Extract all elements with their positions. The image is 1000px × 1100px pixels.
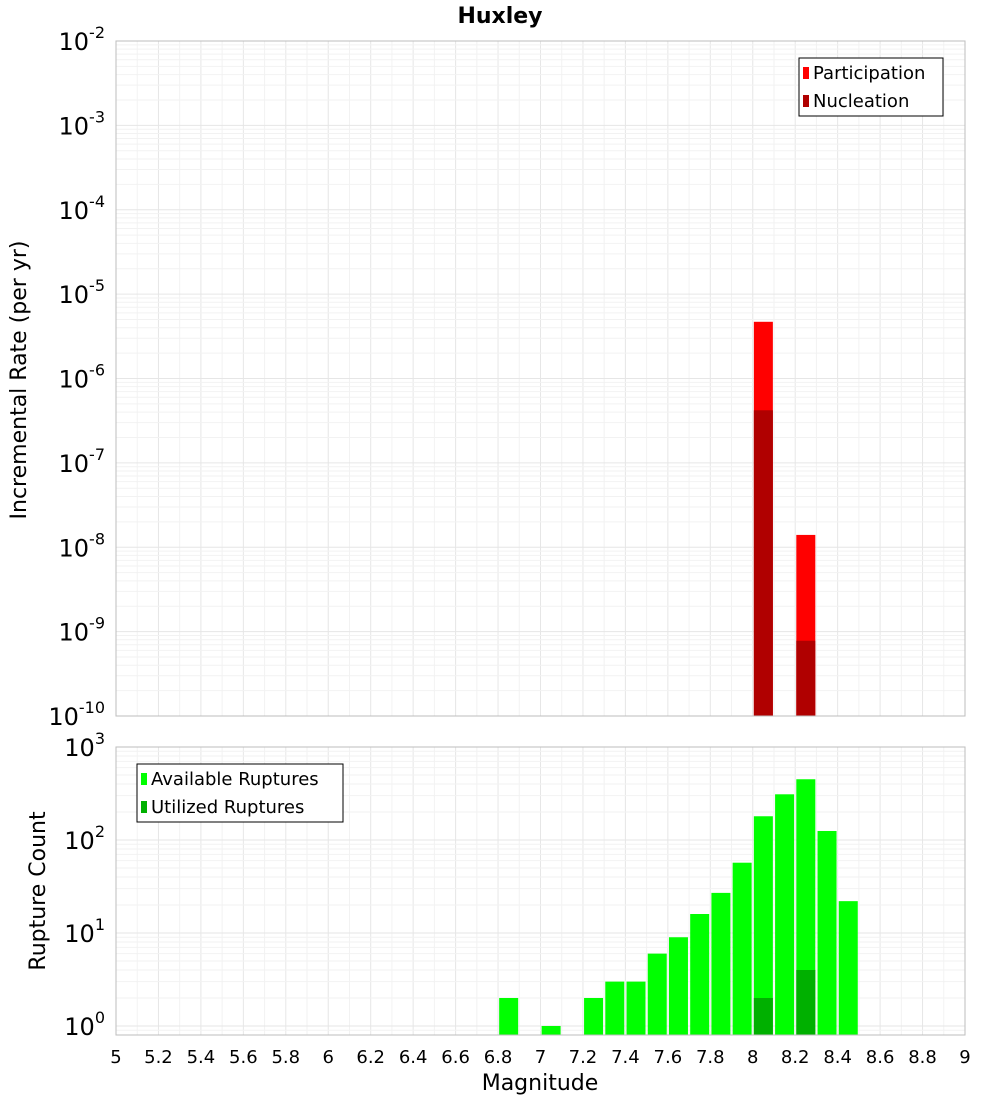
y-tick-label: 10-3 <box>59 107 106 140</box>
y-tick-label: 101 <box>64 915 105 948</box>
y-tick-label: 10-4 <box>59 192 106 225</box>
y-tick-label: 10-10 <box>48 698 105 731</box>
available-ruptures-bar <box>732 862 752 1035</box>
legend-entry: Participation <box>813 63 925 84</box>
x-tick-label: 5.4 <box>187 1047 216 1068</box>
x-tick-label: 5 <box>110 1047 121 1068</box>
legend-swatch <box>141 773 147 785</box>
bottom-y-axis-label: Rupture Count <box>26 811 51 971</box>
legend: Participation Nucleation <box>798 57 944 117</box>
nucleation-bar <box>796 640 816 716</box>
x-tick-label: 9 <box>959 1047 970 1068</box>
participation-nucleation-panel: 10-10 10-9 10-8 10-7 10-6 10-5 10-4 10-3 10-2 Par… <box>48 23 966 731</box>
y-tick-label: 10-6 <box>59 361 106 394</box>
legend-swatch <box>803 95 809 107</box>
available-ruptures-bar <box>817 830 837 1035</box>
x-tick-label: 6.4 <box>399 1047 428 1068</box>
x-tick-label: 7.8 <box>696 1047 725 1068</box>
available-ruptures-bar <box>541 1025 561 1035</box>
legend-box <box>798 57 944 117</box>
utilized-ruptures-bar <box>753 997 773 1035</box>
y-tick-label: 103 <box>64 729 105 762</box>
x-tick-label: 8.2 <box>781 1047 810 1068</box>
available-ruptures-bar <box>584 997 604 1035</box>
plot-frame <box>115 746 966 1036</box>
nucleation-bar <box>753 410 773 716</box>
x-tick-label: 5.2 <box>144 1047 173 1068</box>
available-ruptures-bar <box>647 953 667 1035</box>
available-ruptures-bar <box>605 981 625 1035</box>
plot-frame <box>115 40 966 717</box>
available-ruptures-bar <box>499 997 519 1035</box>
x-tick-label: 7.6 <box>654 1047 683 1068</box>
x-tick-label: 6.2 <box>356 1047 385 1068</box>
x-tick-label: 6.6 <box>441 1047 470 1068</box>
y-tick-label: 102 <box>64 822 105 855</box>
y-tick-label: 100 <box>64 1008 105 1041</box>
available-ruptures-bar <box>668 937 688 1035</box>
legend-box <box>136 763 344 823</box>
x-tick-label: 7 <box>535 1047 546 1068</box>
y-tick-label: 10-2 <box>59 23 106 56</box>
legend-swatch <box>803 67 809 79</box>
y-tick-label: 10-8 <box>59 529 106 562</box>
y-tick-label: 10-5 <box>59 276 106 309</box>
x-tick-label: 5.8 <box>271 1047 300 1068</box>
rupture-count-panel: 100 101 102 103 5 5.2 5.4 5.6 5.8 6 6.2 6.4 6.6 6.8 7 7… <box>64 729 970 1068</box>
x-tick-label: 5.6 <box>229 1047 258 1068</box>
chart-title: Huxley <box>457 4 542 29</box>
x-tick-label: 8.6 <box>866 1047 895 1068</box>
top-y-axis-label: Incremental Rate (per yr) <box>7 241 32 520</box>
x-tick-label: 8 <box>747 1047 758 1068</box>
legend-entry: Available Ruptures <box>151 769 319 790</box>
available-ruptures-bar <box>753 816 773 1035</box>
x-tick-label: 8.4 <box>823 1047 852 1068</box>
x-tick-label: 6 <box>323 1047 334 1068</box>
legend-swatch <box>141 801 147 813</box>
x-axis-label: Magnitude <box>482 1071 599 1096</box>
legend-entry: Utilized Ruptures <box>151 797 304 818</box>
available-ruptures-bar <box>711 892 731 1035</box>
y-tick-label: 10-9 <box>59 614 106 647</box>
available-ruptures-bar <box>775 794 795 1035</box>
x-tick-label: 6.8 <box>484 1047 513 1068</box>
available-ruptures-bar <box>690 914 710 1035</box>
x-tick-label: 7.2 <box>569 1047 598 1068</box>
legend: Available Ruptures Utilized Ruptures <box>136 763 344 823</box>
x-tick-label: 8.8 <box>908 1047 937 1068</box>
available-ruptures-bar <box>626 981 646 1035</box>
utilized-ruptures-bar <box>796 969 816 1035</box>
available-ruptures-bar <box>838 901 858 1035</box>
y-tick-label: 10-7 <box>59 445 106 478</box>
x-tick-label: 7.4 <box>611 1047 640 1068</box>
legend-entry: Nucleation <box>813 91 909 112</box>
